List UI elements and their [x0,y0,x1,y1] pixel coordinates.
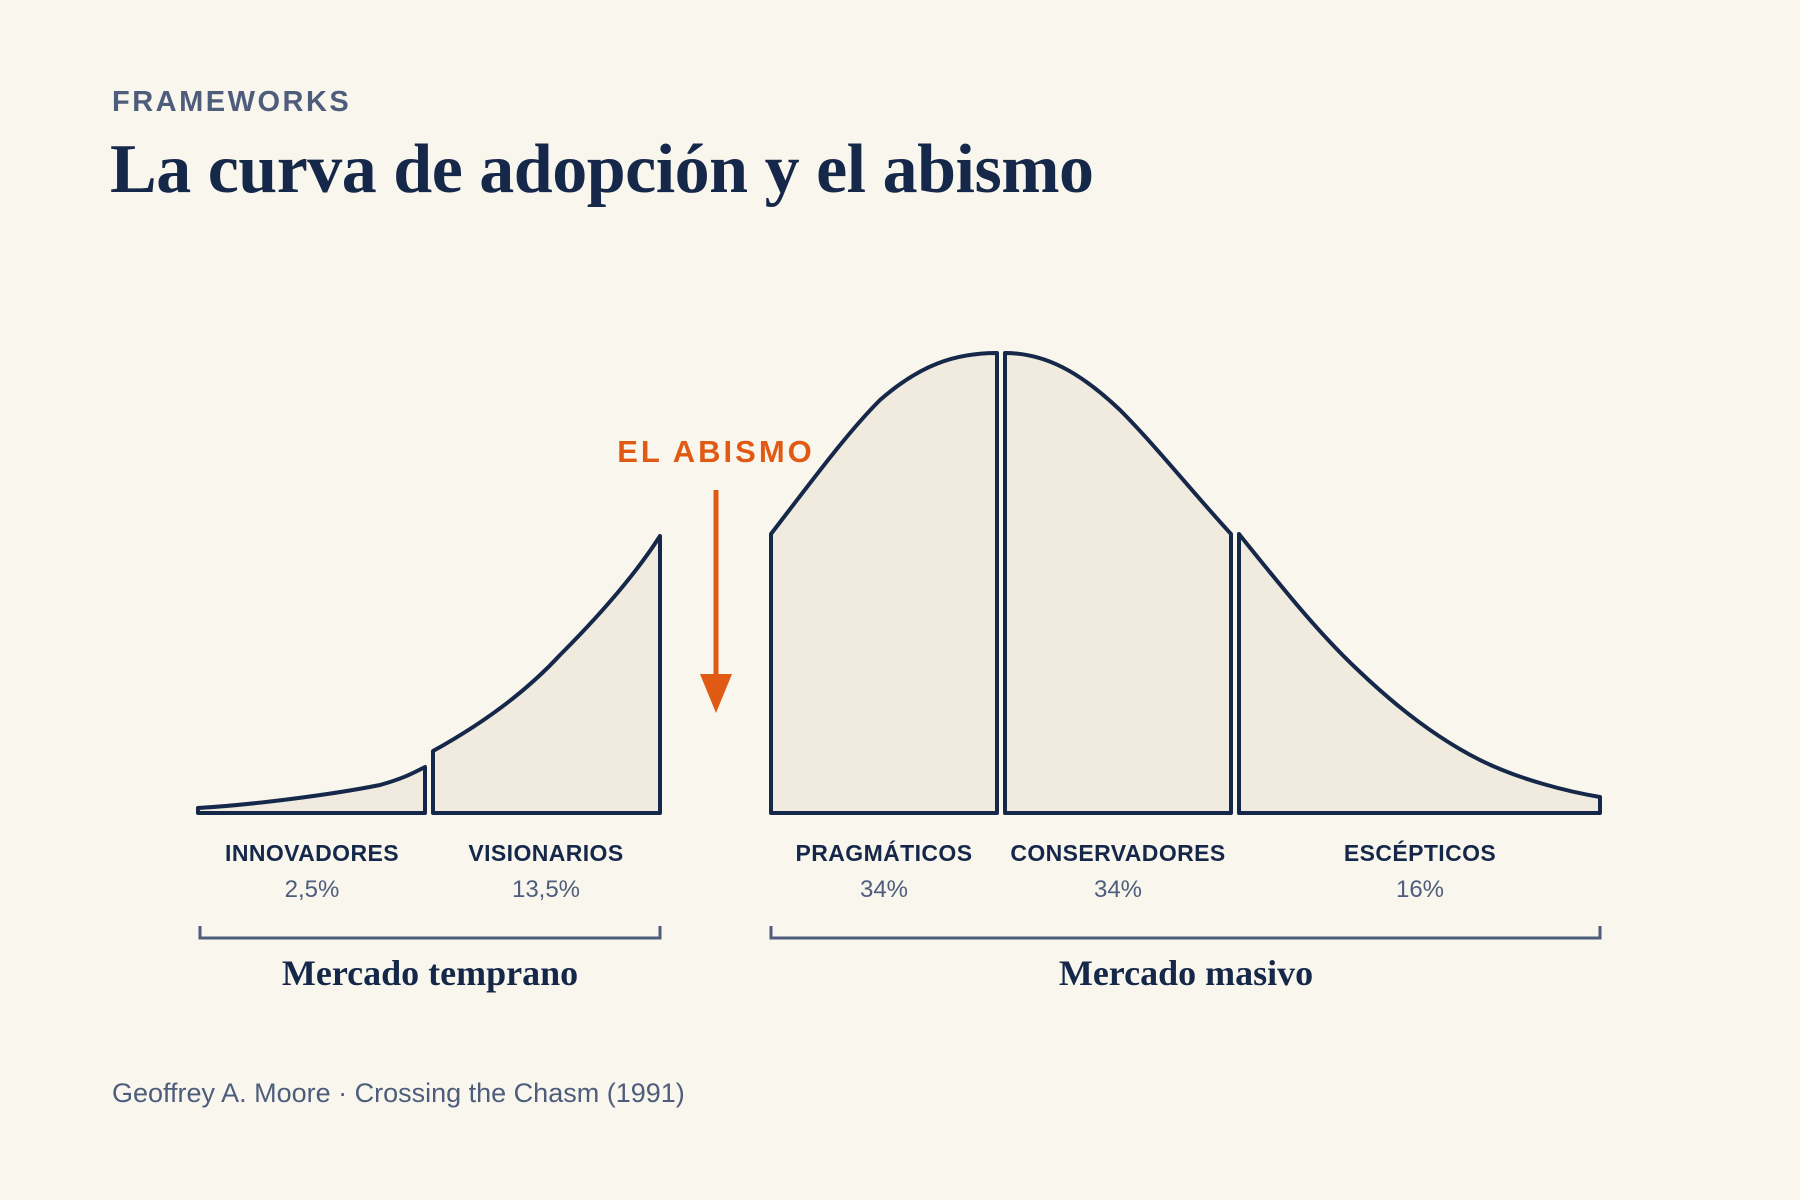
bracket-temprano [198,926,662,940]
eyebrow: FRAMEWORKS [112,86,352,118]
chasm-arrow-head-icon [700,674,732,713]
segment-pct-visionarios: 13,5% [512,876,580,903]
group-label-masivo: Mercado masivo [1059,953,1313,993]
segment-pct-innovadores: 2,5% [285,876,340,903]
segment-innovadores [196,765,427,815]
segment-conservadores [1003,351,1233,815]
page-title: La curva de adopción y el abismo [110,131,1094,208]
segment-visionarios [431,534,662,815]
segment-label-visionarios: VISIONARIOS [468,840,623,866]
segment-label-pragmaticos: PRAGMÁTICOS [796,839,973,866]
group-label-temprano: Mercado temprano [282,953,578,993]
segment-pct-escepticos: 16% [1396,876,1444,903]
chasm-label: EL ABISMO [617,434,815,469]
bracket-masivo [769,926,1602,940]
segment-pragmaticos [769,351,999,815]
source-citation: Geoffrey A. Moore · Crossing the Chasm (… [112,1078,685,1108]
segment-label-conservadores: CONSERVADORES [1010,840,1225,866]
segment-escepticos [1237,532,1602,815]
segment-label-escepticos: ESCÉPTICOS [1344,839,1496,866]
segment-pct-pragmaticos: 34% [860,876,908,903]
segment-label-innovadores: INNOVADORES [225,840,399,866]
segment-pct-conservadores: 34% [1094,876,1142,903]
